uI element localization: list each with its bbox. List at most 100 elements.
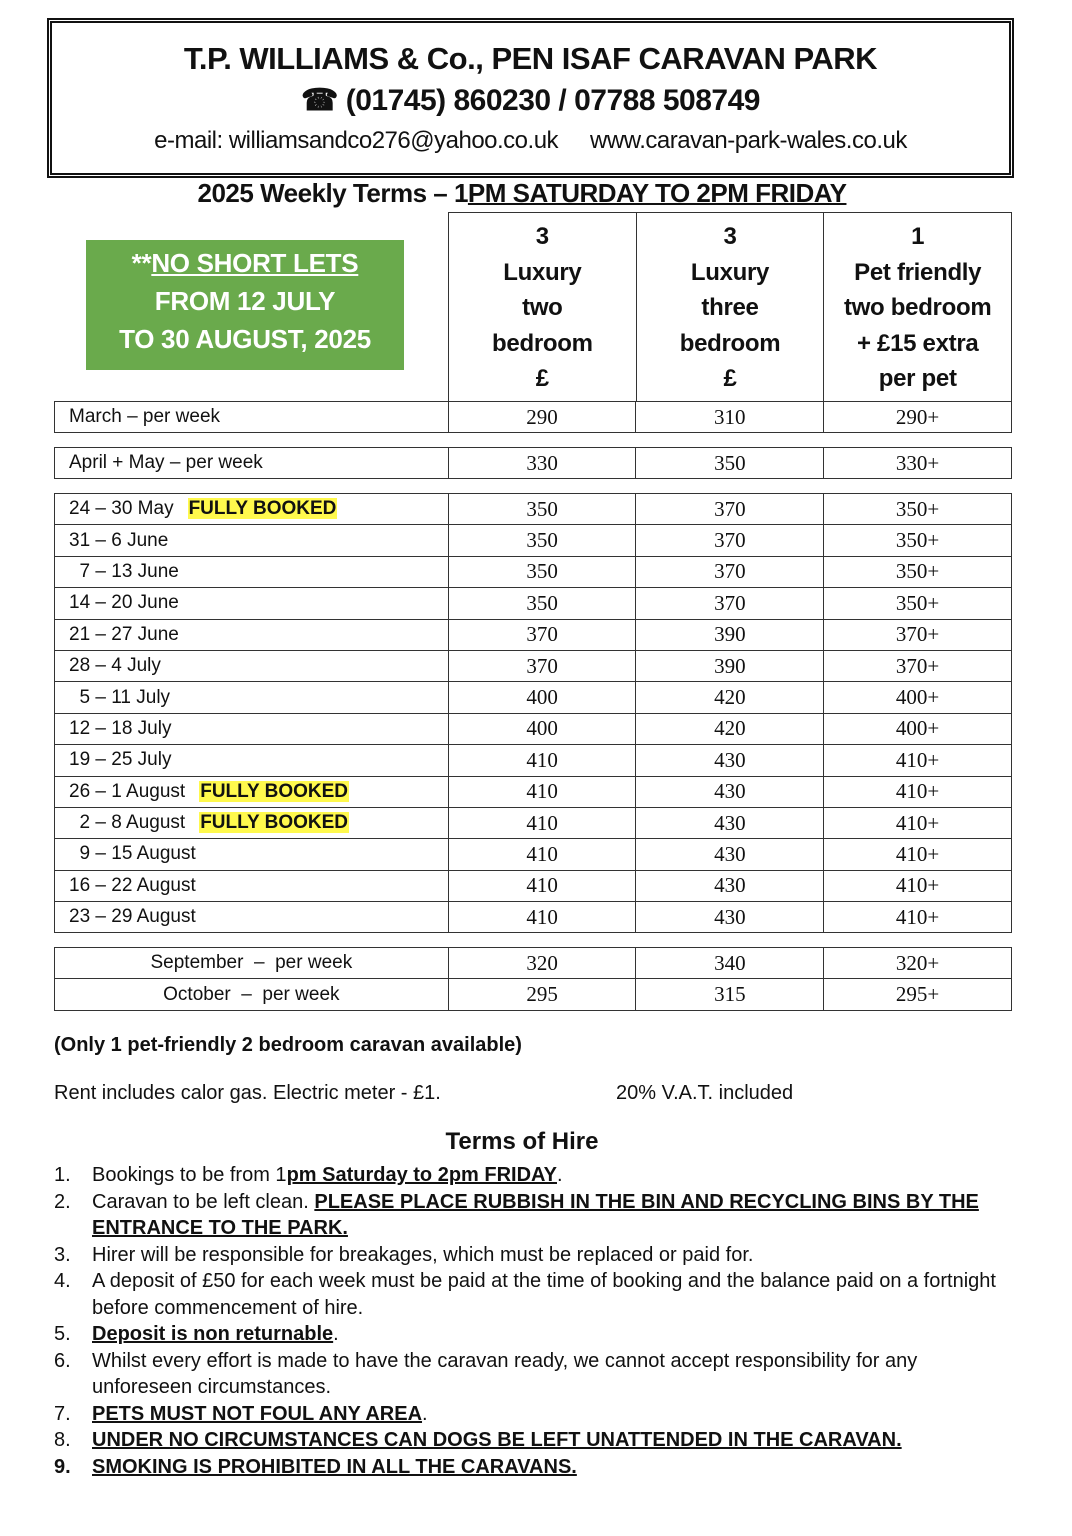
- period-text: 26 – 1 August: [69, 780, 186, 802]
- price-cell: 430: [635, 869, 825, 903]
- table-row: 12 – 18 July 400 420 400+: [54, 712, 1012, 746]
- period-label: 7 – 13 June: [54, 555, 449, 589]
- emphasis-text: UNDER NO CIRCUMSTANCES CAN DOGS BE LEFT …: [92, 1429, 902, 1451]
- item-text: A deposit of £50 for each week must be p…: [92, 1268, 1004, 1321]
- terms-item: 1. Bookings to be from 1pm Saturday to 2p…: [54, 1162, 1004, 1189]
- table-row: 9 – 15 August 410 430 410+: [54, 838, 1012, 871]
- emphasis-text: PLEASE PLACE RUBBISH IN THE BIN AND RECY…: [92, 1190, 979, 1240]
- period-text: 31 – 6 June: [69, 529, 169, 551]
- price-cell: 350: [447, 492, 637, 526]
- table-row: 14 – 20 June 350 370 350+: [54, 587, 1012, 620]
- column-header: 3 Luxury three bedroom £: [636, 212, 825, 401]
- price-cell: 350: [447, 587, 637, 620]
- price-cell: 410+: [823, 806, 1012, 840]
- vat-note: 20% V.A.T. included: [616, 1082, 794, 1104]
- price-cell: 350: [447, 524, 637, 557]
- table-row: 26 – 1 August FULLY BOOKED 410 430 410+: [54, 775, 1012, 808]
- price-cell: 430: [635, 775, 825, 808]
- period-label: October – per week: [54, 978, 449, 1011]
- rate-table: April + May – per week 330 350 330+: [54, 446, 1012, 480]
- table-row: 16 – 22 August 410 430 410+: [54, 869, 1012, 903]
- period-label: 21 – 27 June: [54, 618, 449, 651]
- price-cell: 370: [635, 587, 825, 620]
- item-text: Bookings to be from 1pm Saturday to 2pm …: [92, 1162, 563, 1189]
- text: .: [556, 1164, 563, 1186]
- period-text: 19 – 25 July: [69, 749, 172, 771]
- price-cell: 390: [635, 649, 825, 683]
- item-text: Caravan to be left clean. PLEASE PLACE R…: [92, 1189, 1004, 1242]
- telephone-icon: ☎: [301, 84, 338, 117]
- price-cell: 410: [447, 775, 637, 808]
- terms-item: 4. A deposit of £50 for each week must be…: [54, 1268, 1004, 1321]
- column-header: 3 Luxury two bedroom £: [448, 212, 637, 401]
- header-box: T.P. WILLIAMS & Co., PEN ISAF CARAVAN PA…: [47, 18, 1014, 178]
- price-cell: 430: [635, 744, 825, 777]
- price-cell: 295: [447, 978, 637, 1011]
- availability-note: (Only 1 pet-friendly 2 bedroom caravan a…: [54, 1034, 522, 1056]
- period-text: 23 – 29 August: [69, 906, 196, 928]
- terms-of-hire-title: Terms of Hire: [445, 1128, 599, 1155]
- price-cell: 410+: [823, 838, 1012, 871]
- column-header-line: + £15 extra: [856, 329, 979, 357]
- price-cell: 350+: [823, 524, 1012, 557]
- column-header-line: Luxury: [690, 258, 770, 286]
- price-cell: 350+: [823, 555, 1012, 589]
- item-number: 2.: [54, 1190, 71, 1213]
- emphasis: Deposit is non returnable: [92, 1323, 333, 1345]
- table-row: September – per week 320 340 320+: [54, 946, 1012, 980]
- price-cell: 290: [447, 400, 637, 434]
- price-cell: 350+: [823, 587, 1012, 620]
- terms-item: 3. Hirer will be responsible for breakage…: [54, 1242, 1004, 1269]
- price-cell: 410+: [823, 901, 1012, 934]
- item-number: 4.: [54, 1270, 71, 1292]
- table-row: April + May – per week 330 350 330+: [54, 446, 1012, 480]
- period-label: 28 – 4 July: [54, 649, 449, 683]
- column-header-line: 3: [535, 223, 549, 250]
- item-number: 8.: [54, 1429, 71, 1451]
- price-cell: 430: [635, 838, 825, 871]
- period-text: April + May – per week: [69, 452, 263, 474]
- price-cell: 410: [447, 838, 637, 871]
- period-text: 12 – 18 July: [69, 717, 172, 739]
- text: Caravan to be left clean.: [92, 1190, 315, 1213]
- column-header-line: 1: [911, 223, 925, 250]
- text: Bookings to be from 1: [92, 1164, 287, 1186]
- price-cell: 340: [635, 946, 825, 980]
- item-text: PETS MUST NOT FOUL ANY AREA.: [92, 1401, 428, 1428]
- text: .: [422, 1402, 428, 1425]
- text: A deposit of £50 for each week must be p…: [92, 1270, 996, 1319]
- period-text: March – per week: [69, 406, 221, 428]
- no-short-lets-notice: **NO SHORT LETS FROM 12 JULY TO 30 AUGUS…: [86, 240, 404, 370]
- text: Hirer will be responsible for breakages,…: [92, 1243, 754, 1266]
- terms-item: 5. Deposit is non returnable.: [54, 1321, 1004, 1348]
- price-cell: 370: [635, 492, 825, 526]
- emphasis: UNDER NO CIRCUMSTANCES CAN DOGS BE LEFT …: [92, 1429, 902, 1451]
- period-label: 16 – 22 August: [54, 869, 449, 903]
- terms-list: 1. Bookings to be from 1pm Saturday to 2p…: [54, 1162, 1004, 1480]
- period-label: March – per week: [54, 400, 449, 434]
- price-cell: 410+: [823, 869, 1012, 903]
- price-cell: 420: [635, 681, 825, 714]
- period-label: 2 – 8 August FULLY BOOKED: [54, 806, 449, 840]
- column-header-line: £: [723, 365, 737, 392]
- column-header: 1 Pet friendly two bedroom + £15 extra per p…: [824, 212, 1013, 401]
- price-cell: 370+: [823, 649, 1012, 683]
- emphasis-text: Deposit is non returnable: [92, 1323, 334, 1345]
- item-text: Whilst every effort is made to have the …: [92, 1348, 1004, 1401]
- website[interactable]: www.caravan-park-wales.co.uk: [590, 127, 907, 154]
- phone-numbers: (01745) 860230 / 07788 508749: [345, 84, 761, 117]
- price-cell: 410: [447, 901, 637, 934]
- period-text: 5 – 11 July: [69, 686, 171, 708]
- column-headers: 3 Luxury two bedroom £3 Luxury three bedroom £1 P…: [448, 212, 1013, 401]
- terms-item: 2. Caravan to be left clean. PLEASE PLACE…: [54, 1189, 1004, 1242]
- price-cell: 310: [635, 400, 825, 434]
- email[interactable]: e-mail: williamsandco276@yahoo.co.uk: [154, 127, 559, 154]
- table-row: 21 – 27 June 370 390 370+: [54, 618, 1012, 651]
- item-text: UNDER NO CIRCUMSTANCES CAN DOGS BE LEFT …: [92, 1427, 902, 1454]
- column-header-line: per pet: [878, 365, 957, 392]
- rate-table: March – per week 290 310 290+: [54, 400, 1012, 434]
- table-row: 28 – 4 July 370 390 370+: [54, 649, 1012, 683]
- emphasis-text: PETS MUST NOT FOUL ANY AREA: [92, 1402, 423, 1425]
- price-cell: 430: [635, 806, 825, 840]
- period-text: 7 – 13 June: [69, 560, 179, 582]
